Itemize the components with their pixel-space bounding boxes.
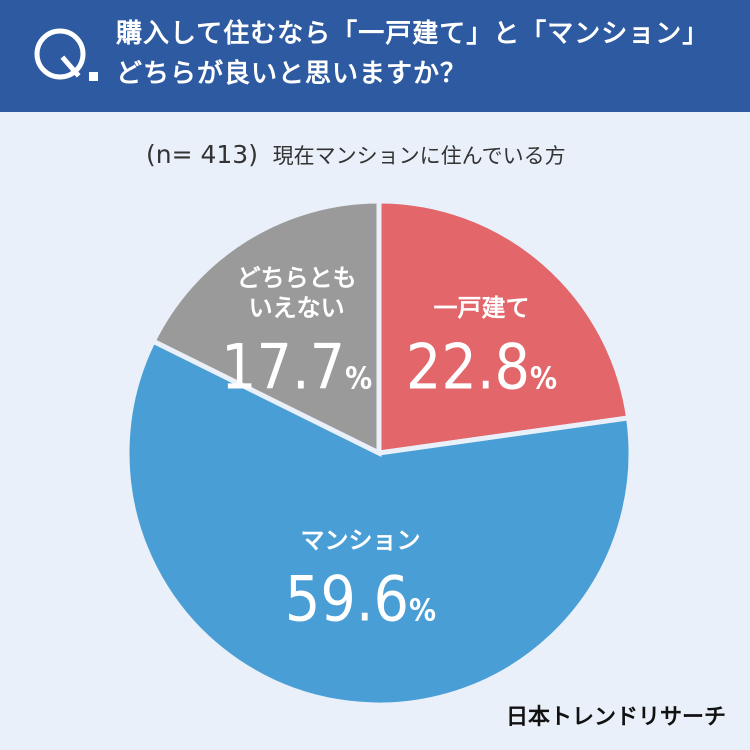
pie-slice-mansion xyxy=(124,337,634,708)
pie-slice-detached xyxy=(376,198,632,456)
sample-size: (n= 413) xyxy=(146,140,258,169)
question-line-1: 購入して住むなら「一戸建て」と「マンション」 xyxy=(116,19,710,49)
question-header: 購入して住むなら「一戸建て」と「マンション」 どちらが良いと思いますか？ xyxy=(0,0,750,112)
brand-logo-text: 日本トレンドリサーチ xyxy=(505,705,726,730)
slice-label-neither-line-1: どちらとも xyxy=(237,264,357,292)
sample-description: (n= 413) 現在マンションに住んでいる方 xyxy=(146,140,626,170)
q-dot-icon xyxy=(89,72,98,81)
sample-population: 現在マンションに住んでいる方 xyxy=(272,144,566,168)
q-icon xyxy=(34,28,86,80)
slice-label-detached: 一戸建て xyxy=(434,294,530,322)
question-line-2: どちらが良いと思いますか？ xyxy=(116,59,468,89)
pie-slice-neither xyxy=(149,198,382,458)
question-text: 購入して住むなら「一戸建て」と「マンション」 どちらが良いと思いますか？ xyxy=(116,14,736,94)
slice-value-neither: 17.7% xyxy=(221,330,372,403)
slice-value-mansion: 59.6% xyxy=(285,563,436,636)
slice-label-neither-line-2: いえない xyxy=(249,294,345,322)
slice-label-mansion: マンション xyxy=(301,526,421,554)
slice-value-detached: 22.8% xyxy=(406,330,557,403)
